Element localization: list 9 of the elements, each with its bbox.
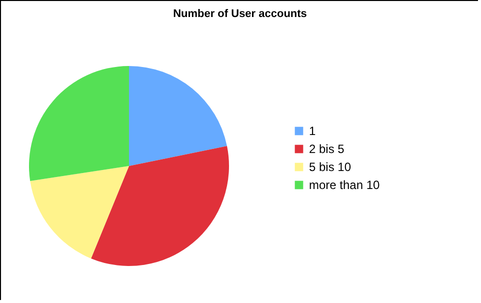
pie-slice [30, 166, 129, 259]
chart-title: Number of User accounts [173, 8, 307, 20]
pie-slice [91, 146, 229, 266]
legend-label: 1 [309, 124, 316, 138]
pie-slice [129, 66, 227, 166]
legend-label: 5 bis 10 [309, 160, 352, 174]
legend-label: more than 10 [309, 178, 380, 192]
pie-slice [29, 66, 129, 182]
legend-label: 2 bis 5 [309, 142, 345, 156]
